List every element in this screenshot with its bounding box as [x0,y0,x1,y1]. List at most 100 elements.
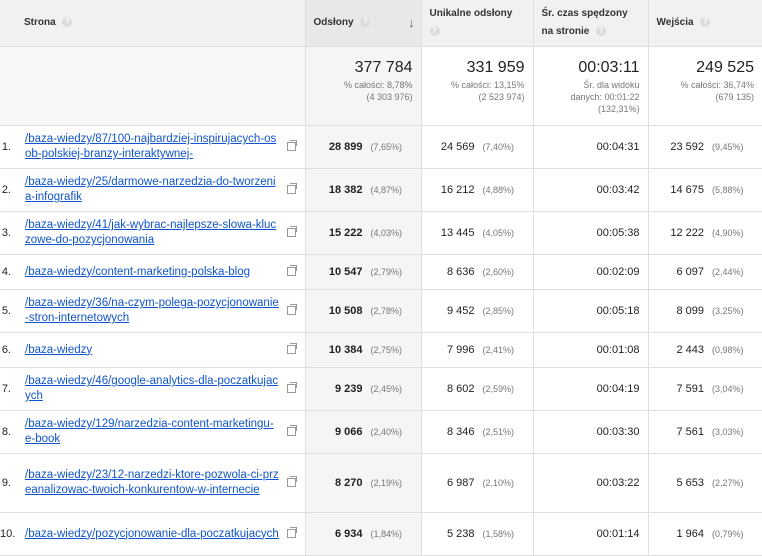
summary-time-ratio: (132,31%) [534,103,648,115]
open-external-icon[interactable] [287,228,296,237]
entrances-value: 14 675 [670,184,704,196]
unique-cell: 8 602(2,59%) [421,368,533,411]
open-external-icon[interactable] [287,185,296,194]
page-path-link[interactable]: /baza-wiedzy/25/darmowe-narzedzia-do-two… [25,175,280,205]
unique-percent: (1,58%) [483,529,525,539]
pageviews-percent: (2,79%) [371,267,413,277]
pageviews-percent: (4,87%) [371,185,413,195]
entrances-cell: 6 097(2,44%) [648,255,762,290]
avg-time-value: 00:03:42 [597,184,640,196]
pageviews-percent: (2,40%) [371,427,413,437]
time-cell: 00:04:19 [533,368,648,411]
pageviews-cell: 8 270(2,19%) [305,454,421,513]
help-icon[interactable]: ? [62,17,72,27]
help-icon[interactable]: ? [700,17,710,27]
open-external-icon[interactable] [287,142,296,151]
pageviews-cell: 10 508(2,78%) [305,290,421,333]
pageviews-value: 8 270 [335,477,363,489]
open-external-icon[interactable] [287,529,296,538]
page-cell: 3. /baza-wiedzy/41/jak-wybrac-najlepsze-… [0,212,305,255]
column-header-page[interactable]: Strona ? [0,0,305,47]
avg-time-value: 00:01:08 [597,344,640,356]
page-path-link[interactable]: /baza-wiedzy [25,343,280,358]
unique-percent: (2,85%) [483,306,525,316]
page-path-link[interactable]: /baza-wiedzy/41/jak-wybrac-najlepsze-slo… [25,218,280,248]
entrances-cell: 12 222(4,90%) [648,212,762,255]
pageviews-cell: 10 547(2,79%) [305,255,421,290]
unique-percent: (2,60%) [483,267,525,277]
avg-time-value: 00:05:18 [597,305,640,317]
entrances-percent: (0,79%) [712,529,754,539]
page-path-link[interactable]: /baza-wiedzy/content-marketing-polska-bl… [25,265,280,280]
table-row: 3. /baza-wiedzy/41/jak-wybrac-najlepsze-… [0,212,762,255]
open-external-icon[interactable] [287,267,296,276]
table-row: 9. /baza-wiedzy/23/12-narzedzi-ktore-poz… [0,454,762,513]
page-path-link[interactable]: /baza-wiedzy/36/na-czym-polega-pozycjono… [25,296,280,326]
open-external-icon[interactable] [287,306,296,315]
open-external-icon[interactable] [287,478,296,487]
column-header-entrances[interactable]: Wejścia ? [648,0,762,47]
table-row: 10. /baza-wiedzy/pozycjonowanie-dla-pocz… [0,513,762,556]
open-external-icon[interactable] [287,345,296,354]
unique-percent: (7,40%) [483,142,525,152]
summary-unique-share: % całości: 13,15% [422,77,533,91]
row-index: 8. [0,411,23,453]
column-header-unique-label: Unikalne odsłony [430,8,513,19]
entrances-value: 12 222 [670,227,704,239]
column-header-page-label: Strona [24,17,56,28]
page-path-link[interactable]: /baza-wiedzy/23/12-narzedzi-ktore-pozwol… [25,468,280,498]
summary-time: 00:03:11 Śr. dla widoku danych: 00:01:22… [533,47,648,126]
summary-pageviews-value: 377 784 [306,47,421,77]
page-path-link[interactable]: /baza-wiedzy/46/google-analytics-dla-poc… [25,374,280,404]
help-icon[interactable]: ? [596,26,606,36]
page-path-link[interactable]: /baza-wiedzy/87/100-najbardziej-inspiruj… [25,132,280,162]
page-cell: 6. /baza-wiedzy [0,333,305,368]
column-header-unique-pageviews[interactable]: Unikalne odsłony ? [421,0,533,47]
entrances-percent: (5,88%) [712,185,754,195]
pageviews-percent: (2,75%) [371,345,413,355]
page-path-link[interactable]: /baza-wiedzy/pozycjonowanie-dla-poczatku… [25,527,280,542]
avg-time-value: 00:03:22 [597,477,640,489]
table-row: 6. /baza-wiedzy 10 384(2,75%) 7 996(2,41… [0,333,762,368]
entrances-percent: (0,98%) [712,345,754,355]
column-header-entrances-label: Wejścia [657,17,694,28]
summary-entrances-share: % całości: 36,74% [649,77,762,91]
help-icon[interactable]: ? [430,26,440,36]
summary-entrances-value: 249 525 [649,47,762,77]
entrances-percent: (9,45%) [712,142,754,152]
column-header-avg-time[interactable]: Śr. czas spędzony na stronie ? [533,0,648,47]
unique-value: 9 452 [447,305,475,317]
table-header-row: Strona ? Odsłony ? ↓ Unikalne odsłony ? [0,0,762,47]
entrances-value: 6 097 [676,266,704,278]
row-index: 3. [0,212,23,254]
page-cell: 1. /baza-wiedzy/87/100-najbardziej-inspi… [0,126,305,169]
pageviews-cell: 9 066(2,40%) [305,411,421,454]
entrances-cell: 7 591(3,04%) [648,368,762,411]
open-external-icon[interactable] [287,427,296,436]
unique-cell: 5 238(1,58%) [421,513,533,556]
avg-time-value: 00:03:30 [597,426,640,438]
column-header-pageviews[interactable]: Odsłony ? ↓ [305,0,421,47]
summary-time-avg-label: Śr. dla widoku [534,77,648,91]
row-index: 5. [0,290,23,332]
sort-descending-icon[interactable]: ↓ [409,14,415,32]
column-header-time-label-2: na stronie [542,26,590,37]
pageviews-cell: 10 384(2,75%) [305,333,421,368]
pageviews-cell: 9 239(2,45%) [305,368,421,411]
entrances-cell: 23 592(9,45%) [648,126,762,169]
avg-time-value: 00:01:14 [597,528,640,540]
unique-percent: (2,10%) [483,478,525,488]
summary-time-avg-value: danych: 00:01:22 [534,91,648,103]
entrances-cell: 1 964(0,79%) [648,513,762,556]
row-index: 7. [0,368,23,410]
page-path-link[interactable]: /baza-wiedzy/129/narzedzia-content-marke… [25,417,280,447]
help-icon[interactable]: ? [360,17,370,27]
table-row: 7. /baza-wiedzy/46/google-analytics-dla-… [0,368,762,411]
unique-value: 13 445 [441,227,475,239]
summary-empty-cell [0,47,305,126]
page-cell: 2. /baza-wiedzy/25/darmowe-narzedzia-do-… [0,169,305,212]
time-cell: 00:01:14 [533,513,648,556]
open-external-icon[interactable] [287,384,296,393]
time-cell: 00:05:18 [533,290,648,333]
unique-value: 24 569 [441,141,475,153]
